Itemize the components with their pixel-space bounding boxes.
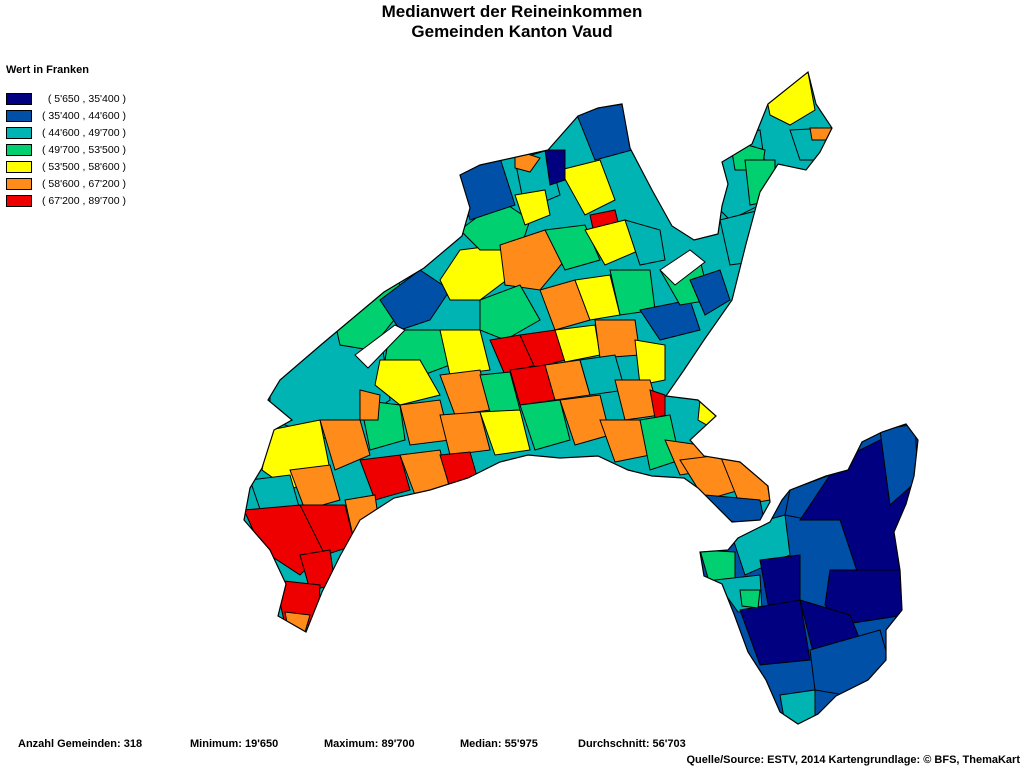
legend-item-5: ( 53'500 , 58'600 ): [6, 158, 176, 175]
title-line-1: Medianwert der Reineinkommen: [381, 2, 643, 21]
legend-label-5: ( 53'500 , 58'600 ): [42, 160, 126, 173]
legend-swatch-6: [6, 177, 32, 190]
legend-swatch-7: [6, 194, 32, 207]
stat-median: Median: 55'975: [460, 738, 538, 750]
legend-swatch-2: [6, 109, 32, 122]
legend-item-2: ( 35'400 , 44'600 ): [6, 107, 176, 124]
legend: Wert in Franken ( 5'650 , 35'400 ) ( 35'…: [6, 64, 176, 209]
legend-label-3: ( 44'600 , 49'700 ): [42, 126, 126, 139]
legend-swatch-3: [6, 126, 32, 139]
stat-maximum: Maximum: 89'700: [324, 738, 415, 750]
legend-item-7: ( 67'200 , 89'700 ): [6, 192, 176, 209]
legend-label-2: ( 35'400 , 44'600 ): [42, 109, 126, 122]
title-line-2: Gemeinden Kanton Vaud: [411, 22, 613, 41]
statistics-bar: Anzahl Gemeinden: 318 Minimum: 19'650 Ma…: [0, 738, 1024, 754]
legend-label-4: ( 49'700 , 53'500 ): [42, 143, 126, 156]
legend-swatch-4: [6, 143, 32, 156]
legend-item-6: ( 58'600 , 67'200 ): [6, 175, 176, 192]
source-credit: Quelle/Source: ESTV, 2014 Kartengrundlag…: [686, 754, 1020, 766]
legend-label-1: ( 5'650 , 35'400 ): [42, 92, 126, 105]
legend-swatch-5: [6, 160, 32, 173]
map-title: Medianwert der Reineinkommen Gemeinden K…: [0, 2, 1024, 42]
legend-swatch-1: [6, 92, 32, 105]
stat-count: Anzahl Gemeinden: 318: [18, 738, 143, 750]
legend-label-6: ( 58'600 , 67'200 ): [42, 177, 126, 190]
legend-item-4: ( 49'700 , 53'500 ): [6, 141, 176, 158]
legend-title: Wert in Franken: [6, 64, 89, 76]
legend-item-3: ( 44'600 , 49'700 ): [6, 124, 176, 141]
stat-mean: Durchschnitt: 56'703: [578, 738, 686, 750]
legend-item-1: ( 5'650 , 35'400 ): [6, 90, 176, 107]
stat-minimum: Minimum: 19'650: [190, 738, 279, 750]
legend-label-7: ( 67'200 , 89'700 ): [42, 194, 126, 207]
